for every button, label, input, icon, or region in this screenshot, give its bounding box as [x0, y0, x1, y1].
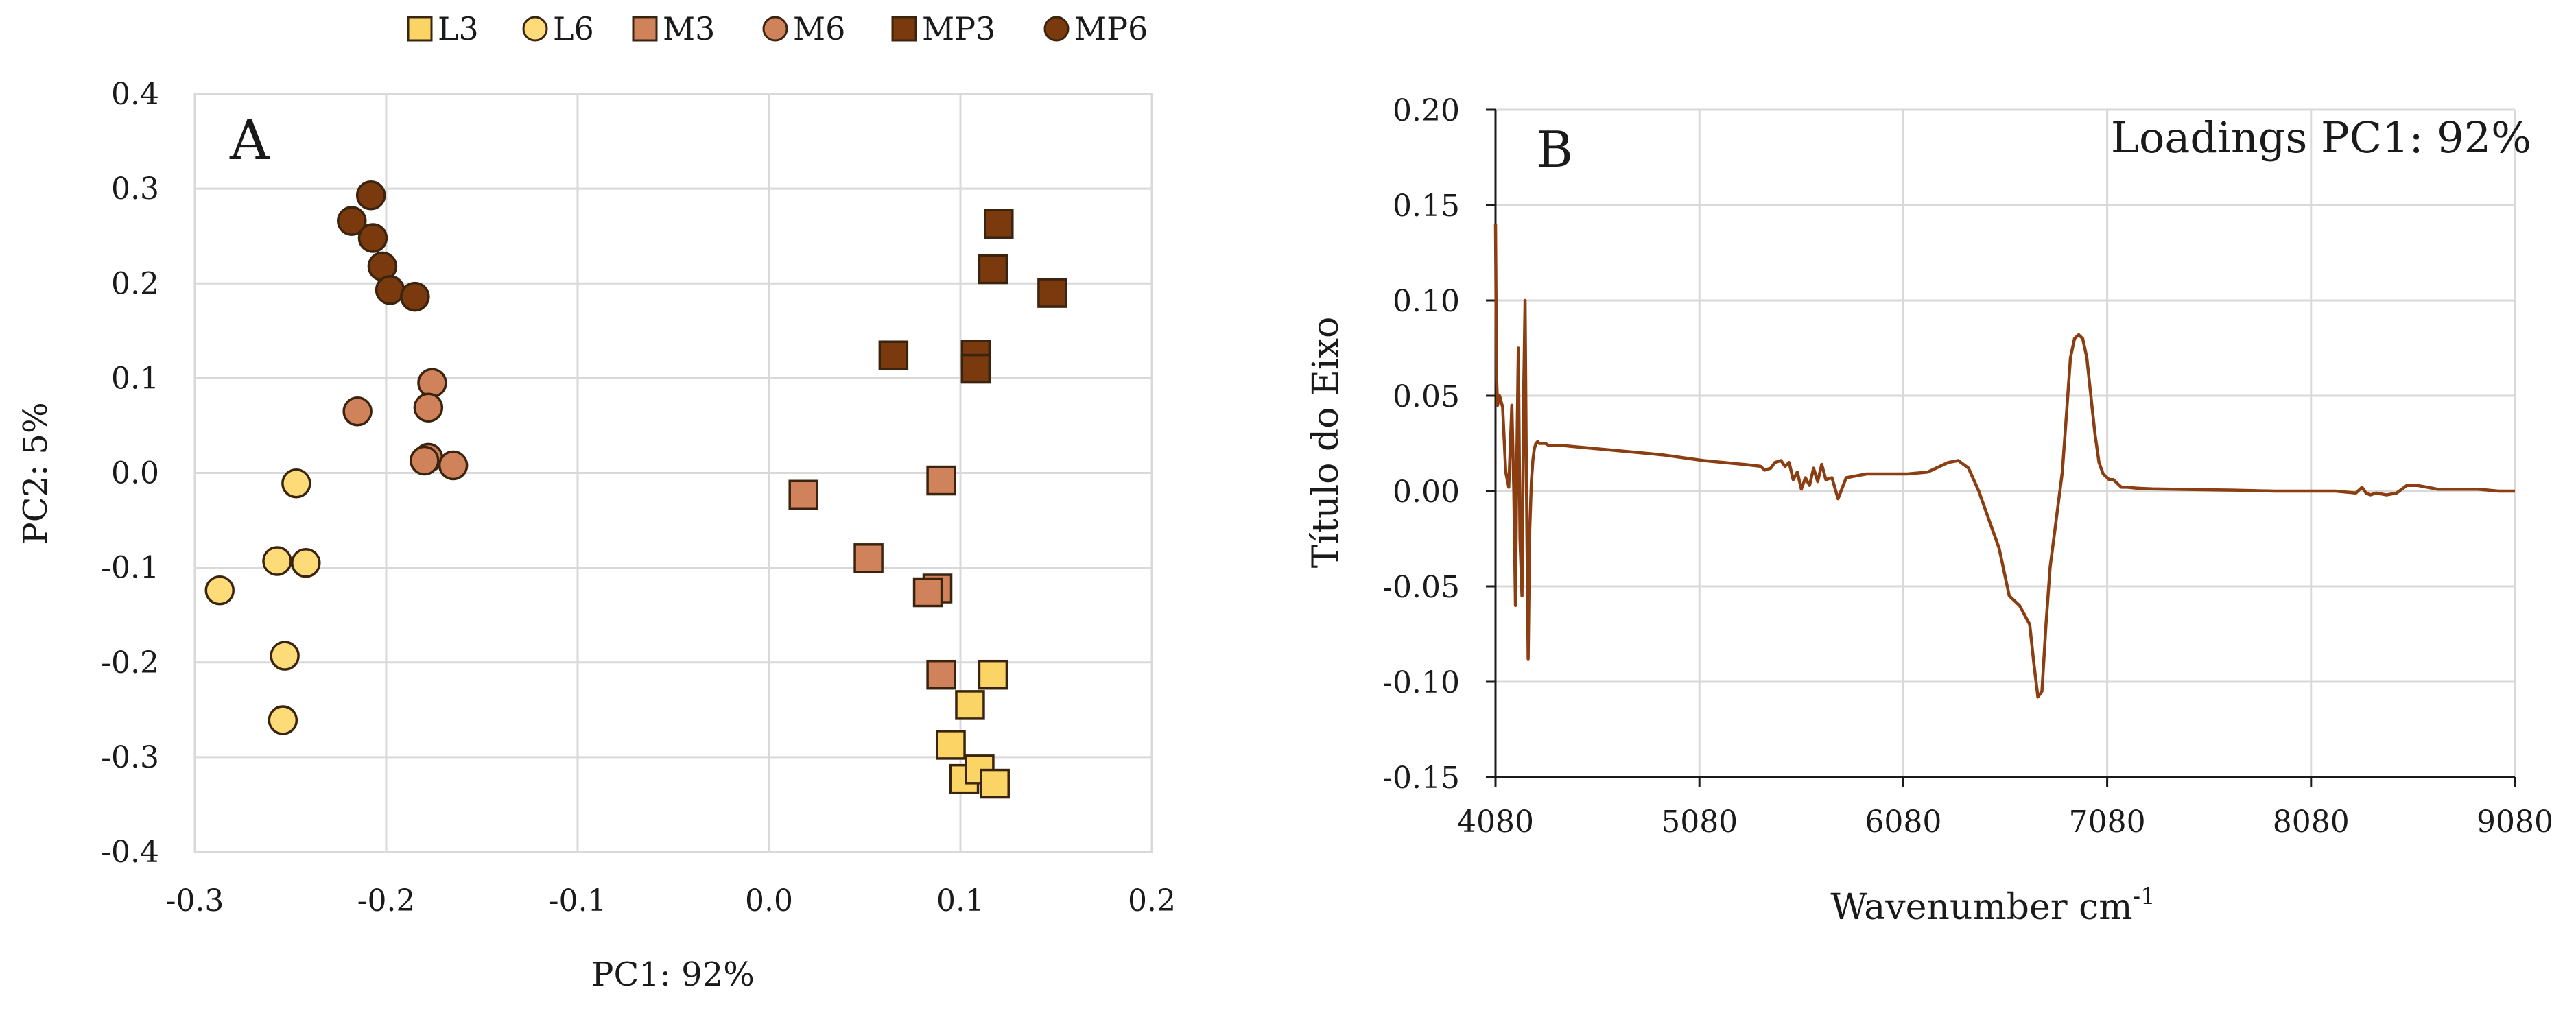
- point-mp3: [984, 209, 1014, 239]
- y-tick-label: 0.05: [1393, 379, 1460, 414]
- x-tick-label: 0.2: [1128, 883, 1176, 918]
- y-tick-label: -0.1: [101, 551, 159, 586]
- point-m3: [926, 659, 956, 690]
- legend-marker-l6: [522, 16, 548, 42]
- y-tick-label: 0.0: [111, 456, 159, 491]
- point-mp6: [337, 206, 367, 236]
- point-mp3: [1037, 278, 1067, 308]
- x-tick-label: 0.0: [745, 883, 793, 918]
- point-l6: [262, 546, 292, 576]
- point-l3: [978, 659, 1008, 690]
- legend-label-m3: M3: [663, 10, 715, 47]
- points-a: [204, 180, 1067, 799]
- x-tick-label: 8080: [2273, 805, 2350, 840]
- x-axis-title-a: PC1: 92%: [591, 955, 755, 994]
- point-l6: [291, 547, 321, 578]
- point-l6: [204, 575, 235, 606]
- legend-marker-m3: [632, 16, 658, 42]
- legend-label-l3: L3: [438, 10, 479, 47]
- y-tick-label: 0.1: [111, 361, 159, 396]
- ticks-b: 4080 5080 6080 7080 8080 9080 0.20 0.15 0.10 0.05…: [1382, 93, 2553, 840]
- x-axis-title-b-text: Wavenumber cm: [1830, 887, 2132, 928]
- y-tick-label: -0.10: [1382, 665, 1460, 700]
- point-m6: [342, 396, 373, 427]
- legend-label-m6: M6: [793, 10, 845, 47]
- y-tick-label: 0.10: [1393, 284, 1460, 319]
- x-axis-title-b: Wavenumber cm-1: [1830, 883, 2155, 928]
- x-tick-label: 0.1: [936, 883, 984, 918]
- panel-letter-b: B: [1537, 121, 1573, 178]
- y-tick-label: 0.00: [1393, 475, 1460, 510]
- point-mp6: [400, 281, 430, 312]
- x-tick-label: 9080: [2477, 805, 2553, 840]
- point-m6: [413, 392, 444, 423]
- scatter-panel-a: -0.3 -0.2 -0.1 0.0 0.1 0.2 0.4 0.3 0.2 0.1 0.0 -0.1…: [16, 77, 1176, 994]
- y-tick-label: 0.4: [111, 77, 159, 112]
- point-m6: [417, 368, 447, 399]
- x-tick-label: -0.1: [549, 883, 607, 918]
- x-axis-title-b-sup: -1: [2133, 883, 2155, 910]
- ticks-a: -0.3 -0.2 -0.1 0.0 0.1 0.2 0.4 0.3 0.2 0.1 0.0 -0.1…: [101, 77, 1176, 918]
- point-l3: [936, 730, 966, 760]
- point-mp3: [878, 340, 909, 370]
- y-tick-label: 0.2: [111, 266, 159, 301]
- y-tick-label: 0.15: [1393, 189, 1460, 224]
- grid-a: [193, 93, 1153, 853]
- point-l6: [268, 705, 298, 735]
- x-tick-label: 5080: [1661, 805, 1738, 840]
- point-l3: [980, 768, 1010, 799]
- y-tick-label: -0.05: [1382, 570, 1460, 605]
- point-m3: [912, 577, 943, 608]
- point-m6: [438, 450, 469, 481]
- x-tick-label: 7080: [2069, 805, 2146, 840]
- y-tick-label: -0.2: [101, 645, 159, 680]
- y-tick-label: -0.15: [1382, 761, 1460, 796]
- legend-marker-m6: [762, 16, 788, 42]
- point-mp6: [375, 275, 405, 305]
- point-mp3: [978, 254, 1008, 285]
- y-tick-label: -0.3: [101, 740, 159, 775]
- y-axis-title-b: Título do Eixo: [1305, 317, 1347, 569]
- point-m6: [410, 445, 440, 476]
- plot-area-a: [193, 93, 1153, 853]
- legend-marker-mp6: [1043, 16, 1070, 42]
- legend: L3 L6 M3 M6 MP3 MP6: [407, 10, 1148, 47]
- y-tick-label: 0.20: [1393, 93, 1460, 128]
- point-m3: [853, 543, 884, 573]
- x-tick-label: 4080: [1457, 805, 1534, 840]
- point-l3: [955, 690, 985, 720]
- y-tick-label: 0.3: [111, 171, 159, 206]
- legend-marker-mp3: [891, 16, 917, 42]
- point-m3: [926, 465, 956, 496]
- point-l6: [281, 468, 311, 499]
- legend-label-mp6: MP6: [1074, 10, 1148, 47]
- x-tick-label: -0.3: [166, 883, 224, 918]
- legend-label-l6: L6: [553, 10, 594, 47]
- point-mp3: [960, 353, 991, 384]
- x-tick-label: -0.2: [357, 883, 416, 918]
- legend-label-mp3: MP3: [922, 10, 995, 47]
- y-axis-title-a: PC2: 5%: [16, 402, 55, 544]
- y-tick-label: -0.4: [101, 835, 159, 870]
- loadings-line: [1493, 224, 2515, 699]
- line-panel-b: 4080 5080 6080 7080 8080 9080 0.20 0.15 0.10 0.05…: [1305, 93, 2553, 928]
- grid-b: [1496, 108, 2516, 777]
- x-tick-label: 6080: [1865, 805, 1941, 840]
- point-mp6: [357, 223, 388, 253]
- loadings-annotation: Loadings PC1: 92%: [2111, 112, 2531, 163]
- panel-letter-a: A: [229, 108, 270, 172]
- point-l6: [270, 641, 300, 671]
- legend-marker-l3: [407, 16, 433, 42]
- point-m3: [788, 479, 818, 510]
- point-mp6: [355, 180, 386, 211]
